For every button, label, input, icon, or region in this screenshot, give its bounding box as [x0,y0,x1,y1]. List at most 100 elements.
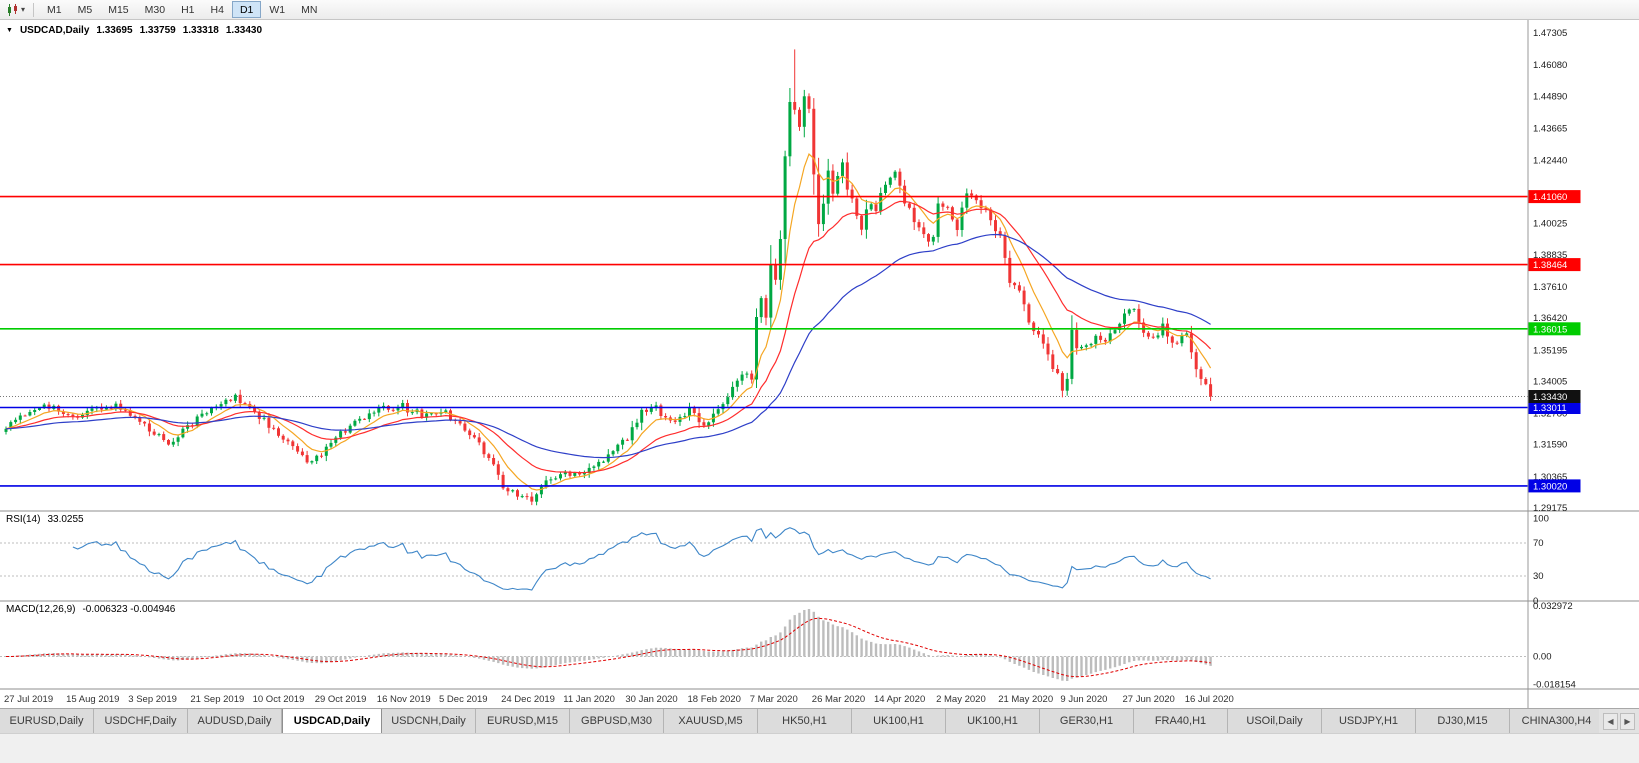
status-strip [0,733,1639,763]
svg-text:27 Jul 2019: 27 Jul 2019 [4,694,53,705]
price-axis-background[interactable] [1528,20,1639,708]
svg-text:0: 0 [1533,596,1538,607]
svg-text:27 Jun 2020: 27 Jun 2020 [1123,694,1175,705]
svg-text:3 Sep 2019: 3 Sep 2019 [128,694,177,705]
timeframe-button-m1[interactable]: M1 [47,4,62,16]
moving-average-line-50 [5,233,1211,459]
svg-text:1.34005: 1.34005 [1533,377,1567,388]
chart-tab-eurusd-daily[interactable]: EURUSD,Daily [0,709,94,733]
macd-current-values: -0.006323 -0.004946 [82,604,176,615]
price-badge: 1.30020 [1528,479,1581,493]
svg-text:21 May 2020: 21 May 2020 [998,694,1053,705]
chart-tab-eurusd-m15[interactable]: EURUSD,M15 [476,709,570,733]
timeframe-button-mn[interactable]: MN [301,4,318,16]
svg-text:1.35195: 1.35195 [1533,345,1567,356]
timeframe-button-h4[interactable]: H4 [210,4,224,16]
chart-symbol-period: USDCAD,Daily [19,25,90,36]
timeframe-button-m30[interactable]: M30 [144,4,166,16]
chart-canvas[interactable]: 1.47305 1.46080 1.44890 1.43665 1.42440 1.400… [0,20,1639,708]
svg-text:1.46080: 1.46080 [1533,60,1567,71]
chart-window[interactable]: 1.47305 1.46080 1.44890 1.43665 1.42440 1.400… [0,20,1639,708]
rsi-axis-labels: 100 70 30 0 [1533,513,1549,607]
svg-text:30 Jan 2020: 30 Jan 2020 [625,694,677,705]
svg-text:15 Aug 2019: 15 Aug 2019 [66,694,119,705]
price-axis-labels[interactable]: 1.47305 1.46080 1.44890 1.43665 1.42440 1.400… [1533,28,1567,514]
svg-text:11 Jan 2020: 11 Jan 2020 [563,694,615,705]
svg-text:1.38464: 1.38464 [1533,260,1567,271]
chart-tab-dj30-m15[interactable]: DJ30,M15 [1416,709,1510,733]
toolbar-separator [33,2,35,17]
timeframe-button-d1[interactable]: D1 [231,1,262,18]
svg-text:1.32780: 1.32780 [1533,409,1567,420]
timeframe-button-m5[interactable]: M5 [77,4,93,16]
svg-text:1.44890: 1.44890 [1533,91,1567,102]
svg-text:24 Dec 2019: 24 Dec 2019 [501,694,555,705]
chart-tab-usoil-daily[interactable]: USOil,Daily [1228,709,1322,733]
svg-text:16 Jul 2020: 16 Jul 2020 [1185,694,1234,705]
timeframe-button-group: M1 M5 M15 M30 H1 H4 D1 W1 MN [39,1,325,18]
svg-text:1.36420: 1.36420 [1533,313,1567,324]
price-badge: 1.41060 [1528,190,1581,204]
ohlc-high: 1.33759 [139,25,176,36]
ohlc-low: 1.33318 [182,25,219,36]
date-axis-labels[interactable]: 27 Jul 2019 15 Aug 2019 3 Sep 2019 21 Sep 2… [4,694,1234,705]
svg-text:1.29175: 1.29175 [1533,503,1567,514]
svg-text:0.00: 0.00 [1533,652,1552,663]
svg-text:70: 70 [1533,538,1544,549]
svg-text:1.41060: 1.41060 [1533,192,1567,203]
ohlc-close: 1.33430 [225,25,263,36]
svg-text:7 Mar 2020: 7 Mar 2020 [750,694,798,705]
svg-text:1.38835: 1.38835 [1533,250,1567,261]
tab-scroll-left-button[interactable]: ◀ [1603,712,1618,730]
svg-text:14 Apr 2020: 14 Apr 2020 [874,694,925,705]
chart-tab-uk100-h1[interactable]: UK100,H1 [852,709,946,733]
dropdown-caret-icon: ▾ [21,4,26,14]
ohlc-open: 1.33695 [96,25,133,36]
chart-tabs-bar: EURUSD,Daily USDCHF,Daily AUDUSD,Daily USDC… [0,708,1639,733]
svg-text:30: 30 [1533,571,1544,582]
macd-signal-line [6,617,1211,678]
tab-scroll-controls: ◀ ▶ [1599,709,1639,733]
svg-text:1.47305: 1.47305 [1533,28,1567,39]
rsi-indicator-label: RSI(14) 33.0255 [6,514,84,525]
rsi-current-value: 33.0255 [47,514,84,525]
svg-text:9 Jun 2020: 9 Jun 2020 [1060,694,1107,705]
svg-text:21 Sep 2019: 21 Sep 2019 [190,694,244,705]
price-badge: 1.33011 [1528,401,1581,414]
chart-tab-usdcnh-daily[interactable]: USDCNH,Daily [382,709,476,733]
top-toolbar: ▾ M1 M5 M15 M30 H1 H4 D1 W1 MN [0,0,1639,20]
chart-tab-usdcad-daily[interactable]: USDCAD,Daily [282,709,382,733]
expand-arrow-icon[interactable]: ▼ [6,27,13,34]
svg-text:1.33011: 1.33011 [1533,403,1567,414]
chart-title: ▼ USDCAD,Daily 1.33695 1.33759 1.33318 1… [6,25,262,36]
chart-tab-ger30-h1[interactable]: GER30,H1 [1040,709,1134,733]
chart-tab-hk50-h1[interactable]: HK50,H1 [758,709,852,733]
svg-text:26 Mar 2020: 26 Mar 2020 [812,694,865,705]
timeframe-button-w1[interactable]: W1 [269,4,286,16]
svg-text:1.40025: 1.40025 [1533,219,1567,230]
chart-type-selector[interactable]: ▾ [3,2,28,18]
tab-scroll-right-button[interactable]: ▶ [1620,712,1635,730]
chart-tab-usdjpy-h1[interactable]: USDJPY,H1 [1322,709,1416,733]
price-badge: 1.33430 [1528,390,1581,403]
svg-text:2 May 2020: 2 May 2020 [936,694,986,705]
svg-text:5 Dec 2019: 5 Dec 2019 [439,694,488,705]
macd-axis-labels: 0.032972 0.00 -0.018154 [1533,601,1576,691]
chart-tab-xauusd-m5[interactable]: XAUUSD,M5 [664,709,758,733]
svg-text:1.36015: 1.36015 [1533,324,1567,335]
chart-tab-gbpusd-m30[interactable]: GBPUSD,M30 [570,709,664,733]
rsi-indicator-name: RSI(14) [6,514,41,525]
timeframe-button-m15[interactable]: M15 [108,4,129,16]
svg-text:1.33430: 1.33430 [1533,392,1567,403]
svg-text:18 Feb 2020: 18 Feb 2020 [688,694,741,705]
chart-tab-audusd-daily[interactable]: AUDUSD,Daily [188,709,282,733]
chart-tab-china300-h4[interactable]: CHINA300,H4 [1510,709,1599,733]
chart-tab-usdchf-daily[interactable]: USDCHF,Daily [94,709,188,733]
chart-tab-uk100-h1[interactable]: UK100,H1 [946,709,1040,733]
svg-text:1.43665: 1.43665 [1533,123,1567,134]
chart-tab-list: EURUSD,Daily USDCHF,Daily AUDUSD,Daily USDC… [0,709,1599,733]
timeframe-button-h1[interactable]: H1 [181,4,195,16]
svg-text:1.31590: 1.31590 [1533,440,1567,451]
svg-text:1.37610: 1.37610 [1533,282,1567,293]
chart-tab-fra40-h1[interactable]: FRA40,H1 [1134,709,1228,733]
